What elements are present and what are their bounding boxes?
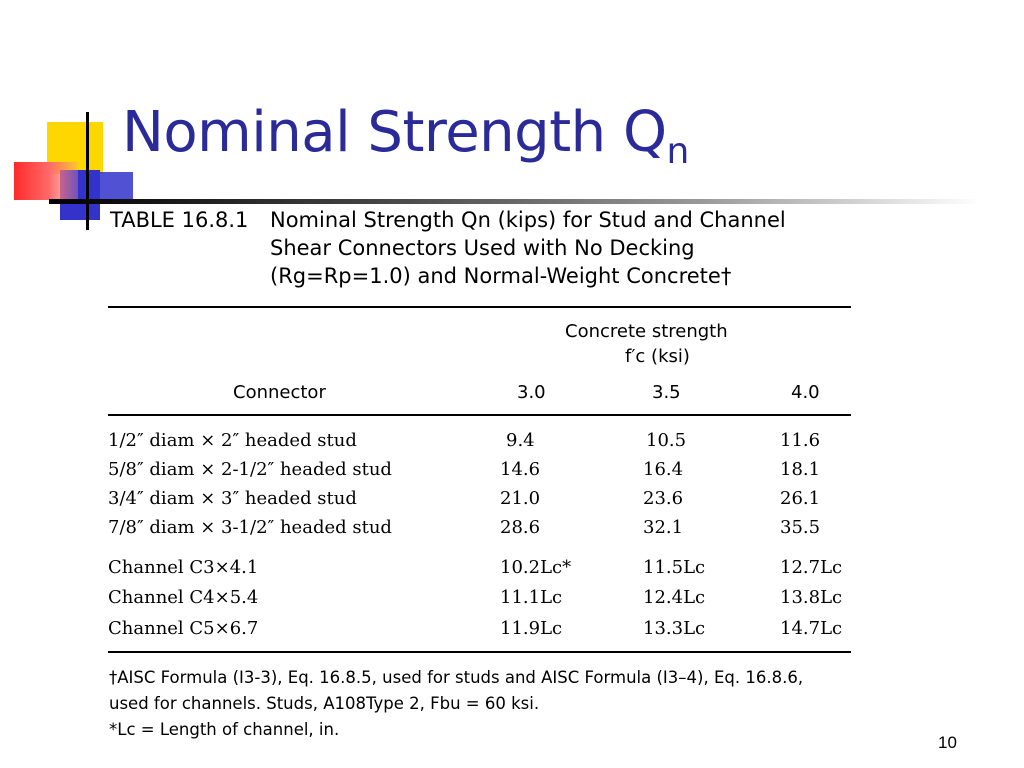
caption-line-1: Nominal Strength Qn (kips) for Stud and … bbox=[270, 208, 786, 232]
title-divider bbox=[49, 199, 980, 204]
table-row: Channel C3×4.1 10.2Lc* 11.5Lc 12.7Lc bbox=[108, 557, 851, 585]
decorative-red-gradient bbox=[14, 162, 78, 200]
cell-value: 10.5 bbox=[646, 430, 687, 451]
table-footnotes: †AISC Formula (I3-3), Eq. 16.8.5, used f… bbox=[109, 665, 869, 743]
cell-value: 12.7Lc bbox=[780, 557, 843, 578]
cell-connector: Channel C4×5.4 bbox=[108, 587, 259, 608]
cell-value: 11.9Lc bbox=[500, 618, 563, 639]
table-row: 1/2″ diam × 2″ headed stud 9.4 10.5 11.6 bbox=[108, 430, 851, 458]
header-concrete-strength: Concrete strength bbox=[565, 321, 728, 342]
caption-line-3: (Rg=Rp=1.0) and Normal-Weight Concrete† bbox=[270, 264, 732, 288]
table-top-rule bbox=[108, 306, 851, 308]
header-col-3-0: 3.0 bbox=[517, 382, 546, 403]
table-row: Channel C4×5.4 11.1Lc 12.4Lc 13.8Lc bbox=[108, 587, 851, 615]
table-row: 7/8″ diam × 3-1/2″ headed stud 28.6 32.1… bbox=[108, 517, 851, 545]
table-number: TABLE 16.8.1 bbox=[110, 208, 249, 232]
cell-connector: Channel C3×4.1 bbox=[108, 557, 259, 578]
slide-title: Nominal Strength Qn bbox=[122, 100, 689, 172]
cell-value: 21.0 bbox=[500, 488, 541, 509]
footnote-asterisk: *Lc = Length of channel, in. bbox=[109, 720, 340, 739]
header-col-3-5: 3.5 bbox=[652, 382, 681, 403]
cell-value: 26.1 bbox=[780, 488, 821, 509]
cell-connector: 3/4″ diam × 3″ headed stud bbox=[108, 488, 357, 509]
cell-connector: 7/8″ diam × 3-1/2″ headed stud bbox=[108, 517, 392, 538]
cell-connector: 5/8″ diam × 2-1/2″ headed stud bbox=[108, 459, 392, 480]
table-bottom-rule bbox=[108, 651, 851, 653]
header-fc-unit: f′c (ksi) bbox=[625, 346, 690, 367]
cell-connector: 1/2″ diam × 2″ headed stud bbox=[108, 430, 357, 451]
cell-value: 14.7Lc bbox=[780, 618, 843, 639]
table-row: 5/8″ diam × 2-1/2″ headed stud 14.6 16.4… bbox=[108, 459, 851, 487]
page-number: 10 bbox=[938, 733, 957, 752]
cell-value: 32.1 bbox=[643, 517, 684, 538]
table-row: Channel C5×6.7 11.9Lc 13.3Lc 14.7Lc bbox=[108, 618, 851, 646]
cell-value: 13.3Lc bbox=[643, 618, 706, 639]
cell-value: 11.5Lc bbox=[643, 557, 706, 578]
footnote-dagger-line-2: used for channels. Studs, A108Type 2, Fb… bbox=[109, 694, 540, 713]
cell-value: 9.4 bbox=[506, 430, 535, 451]
cell-value: 12.4Lc bbox=[643, 587, 706, 608]
cell-connector: Channel C5×6.7 bbox=[108, 618, 259, 639]
header-col-4-0: 4.0 bbox=[791, 382, 820, 403]
cell-value: 28.6 bbox=[500, 517, 541, 538]
cell-value: 11.1Lc bbox=[500, 587, 563, 608]
header-connector: Connector bbox=[233, 382, 326, 403]
cell-value: 14.6 bbox=[500, 459, 541, 480]
table-header-rule bbox=[108, 414, 851, 416]
footnote-dagger-line-1: †AISC Formula (I3-3), Eq. 16.8.5, used f… bbox=[109, 668, 804, 687]
cell-value: 35.5 bbox=[780, 517, 821, 538]
slide-title-subscript: n bbox=[666, 131, 690, 172]
cell-value: 11.6 bbox=[780, 430, 821, 451]
slide-title-main: Nominal Strength Q bbox=[122, 100, 667, 165]
cell-value: 23.6 bbox=[643, 488, 684, 509]
caption-line-2: Shear Connectors Used with No Decking bbox=[270, 236, 695, 260]
cell-value: 18.1 bbox=[780, 459, 821, 480]
cell-value: 13.8Lc bbox=[780, 587, 843, 608]
cell-value: 10.2Lc* bbox=[500, 557, 572, 578]
table-row: 3/4″ diam × 3″ headed stud 21.0 23.6 26.… bbox=[108, 488, 851, 516]
decorative-blue-square-small bbox=[95, 172, 133, 200]
decorative-vertical-line bbox=[86, 112, 89, 230]
cell-value: 16.4 bbox=[643, 459, 684, 480]
